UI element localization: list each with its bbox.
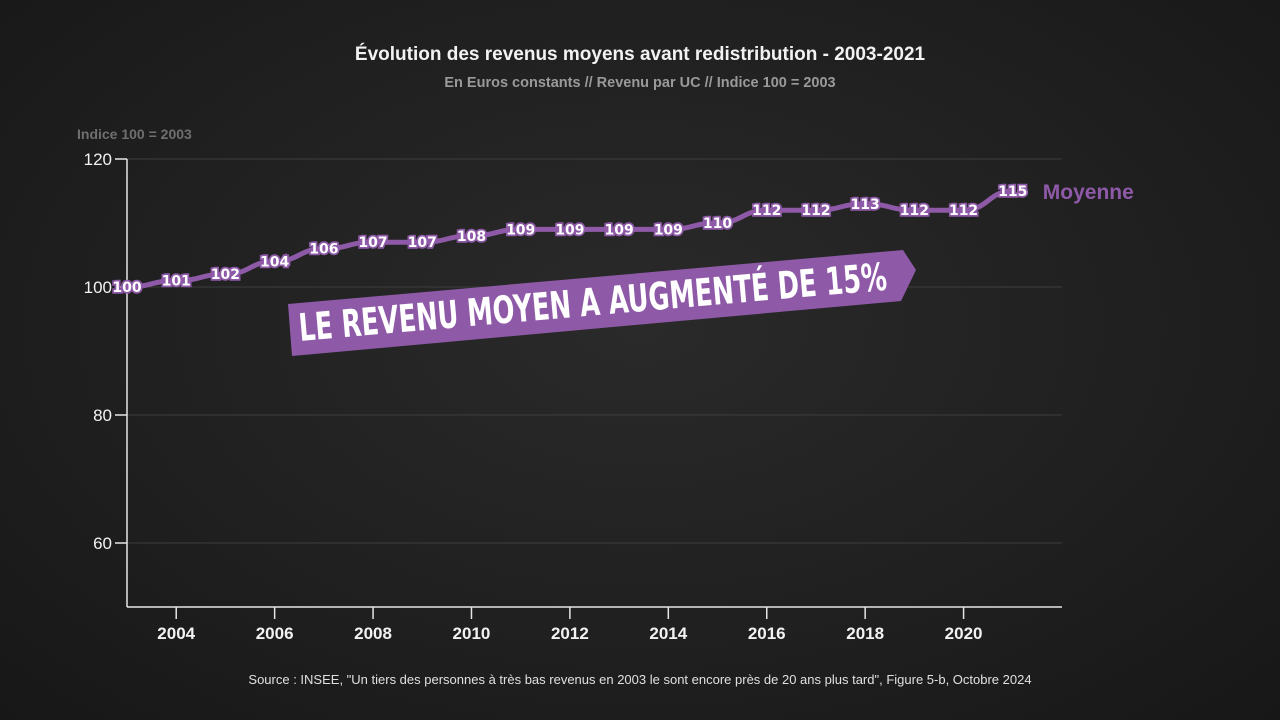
y-tick-label-120: 120: [84, 150, 112, 169]
point-label-2017: 112: [801, 203, 830, 219]
x-tick-label-2008: 2008: [354, 624, 392, 643]
point-label-2005: 102: [211, 267, 240, 283]
point-label-2016: 112: [752, 203, 781, 219]
point-label-2003: 100: [112, 280, 141, 296]
point-label-2012: 109: [555, 222, 584, 238]
chart-subtitle: En Euros constants // Revenu par UC // I…: [444, 75, 836, 91]
annotation-text: LE REVENU MOYEN A AUGMENTÉ DE 15%: [297, 255, 889, 350]
x-tick-label-2012: 2012: [551, 624, 589, 643]
y-axis-label: Indice 100 = 2003: [77, 126, 192, 142]
point-label-2015: 110: [703, 216, 732, 232]
point-label-2007: 106: [309, 242, 338, 258]
point-label-2010: 108: [457, 229, 486, 245]
point-label-2020: 112: [949, 203, 978, 219]
y-tick-label-60: 60: [93, 534, 112, 553]
y-tick-label-100: 100: [84, 278, 112, 297]
point-label-2018: 113: [851, 197, 880, 213]
y-tick-label-80: 80: [93, 406, 112, 425]
point-label-2006: 104: [260, 254, 289, 270]
point-label-2008: 107: [358, 235, 387, 251]
annotation-banner: LE REVENU MOYEN A AUGMENTÉ DE 15%: [288, 250, 916, 356]
x-tick-label-2014: 2014: [649, 624, 687, 643]
x-tick-label-2006: 2006: [256, 624, 294, 643]
series-line-0: [124, 188, 1016, 290]
point-label-2019: 112: [900, 203, 929, 219]
annotation-banner-shape: [288, 250, 916, 356]
point-label-2011: 109: [506, 222, 535, 238]
point-label-2013: 109: [604, 222, 633, 238]
chart-title: Évolution des revenus moyens avant redis…: [354, 44, 926, 65]
x-tick-label-2016: 2016: [748, 624, 786, 643]
point-label-2004: 101: [162, 274, 191, 290]
x-tick-label-2004: 2004: [157, 624, 195, 643]
series-name-label: Moyenne: [1043, 181, 1134, 204]
point-label-2014: 109: [654, 222, 683, 238]
source-note: Source : INSEE, "Un tiers des personnes …: [248, 672, 1032, 687]
x-tick-label-2010: 2010: [453, 624, 491, 643]
x-tick-label-2020: 2020: [945, 624, 983, 643]
x-tick-label-2018: 2018: [846, 624, 884, 643]
point-label-2021: 115: [998, 184, 1027, 200]
point-label-2009: 107: [408, 235, 437, 251]
